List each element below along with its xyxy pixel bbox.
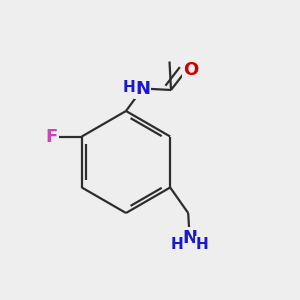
Text: H: H: [123, 80, 135, 94]
Text: O: O: [183, 61, 198, 79]
Text: F: F: [46, 128, 58, 146]
Text: H: H: [171, 237, 183, 252]
Text: N: N: [135, 80, 150, 98]
Text: H: H: [196, 237, 208, 252]
Text: N: N: [182, 229, 197, 247]
